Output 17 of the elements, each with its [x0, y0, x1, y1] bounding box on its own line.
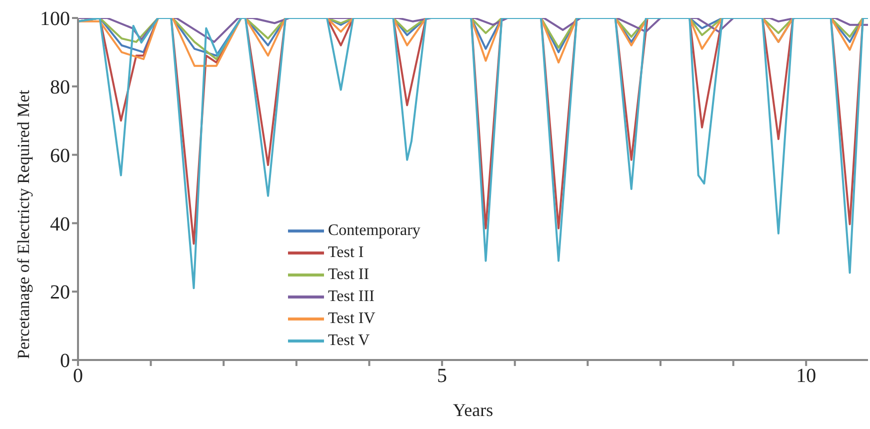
- legend-label: Test IV: [328, 310, 376, 328]
- y-tick-label: 60: [50, 144, 70, 167]
- legend-label: Test II: [328, 266, 370, 284]
- x-tick-label: 5: [437, 365, 448, 388]
- y-tick-label: 20: [50, 282, 70, 304]
- y-axis-title: Percetanage of Electricty Required Met: [14, 90, 34, 359]
- line-series: [78, 18, 868, 290]
- legend-label: Test I: [328, 244, 364, 262]
- legend-label: Test III: [328, 288, 374, 306]
- x-tick-label: 10: [796, 365, 816, 388]
- y-tick-label: 40: [50, 213, 70, 236]
- y-tick-label: 100: [40, 8, 70, 30]
- x-axis-title: Years: [452, 400, 494, 420]
- y-tick-label: 80: [50, 76, 70, 98]
- y-tick-label: 0: [60, 350, 70, 372]
- legend-label: Contemporary: [328, 222, 420, 240]
- legend-label: Test V: [328, 332, 370, 350]
